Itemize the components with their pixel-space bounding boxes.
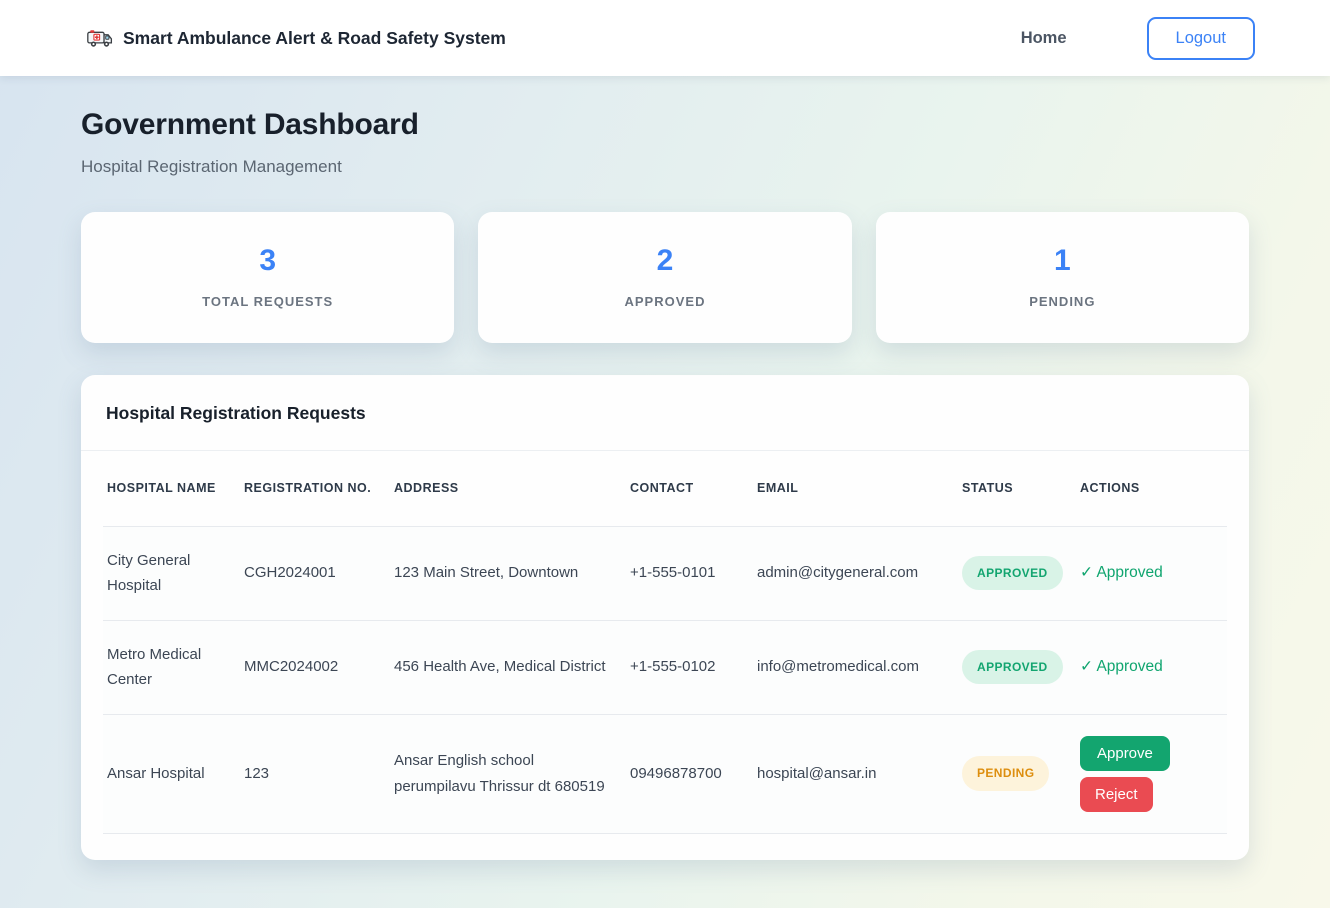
cell-status: APPROVED (958, 620, 1076, 715)
brand-title: Smart Ambulance Alert & Road Safety Syst… (123, 27, 506, 48)
action-buttons: Approve Reject (1080, 735, 1213, 812)
stats-row: 3 TOTAL REQUESTS 2 APPROVED 1 PENDING (81, 212, 1249, 343)
col-header-registration-no: REGISTRATION NO. (240, 451, 390, 527)
cell-address: Ansar English school perumpilavu Thrissu… (390, 714, 626, 834)
cell-hospital-name: Metro Medical Center (103, 620, 240, 715)
cell-actions: ✓ Approved (1076, 526, 1227, 621)
cell-address: 123 Main Street, Downtown (390, 526, 626, 621)
hospital-requests-panel: Hospital Registration Requests HOSPITAL … (81, 375, 1249, 860)
cell-registration-no: 123 (240, 714, 390, 834)
col-header-email: EMAIL (753, 451, 958, 527)
col-header-contact: CONTACT (626, 451, 753, 527)
stat-label-total: TOTAL REQUESTS (202, 294, 334, 309)
page-subtitle: Hospital Registration Management (81, 157, 342, 176)
col-header-status: STATUS (958, 451, 1076, 527)
main-content: Government Dashboard Hospital Registrati… (81, 108, 1249, 860)
table-header-row: HOSPITAL NAME REGISTRATION NO. ADDRESS C… (103, 451, 1227, 527)
cell-registration-no: MMC2024002 (240, 620, 390, 715)
nav-home-link[interactable]: Home (1020, 28, 1067, 47)
stat-card-pending: 1 PENDING (875, 212, 1249, 343)
stat-card-approved: 2 APPROVED (478, 212, 852, 343)
cell-email: admin@citygeneral.com (753, 526, 958, 621)
cell-address: 456 Health Ave, Medical District (390, 620, 626, 715)
status-badge: PENDING (962, 756, 1050, 791)
stat-card-total-requests: 3 TOTAL REQUESTS (81, 212, 455, 343)
status-badge: APPROVED (962, 555, 1063, 591)
requests-table-wrapper: HOSPITAL NAME REGISTRATION NO. ADDRESS C… (81, 451, 1249, 834)
top-nav-links: Home Logout (1020, 16, 1255, 60)
cell-contact: 09496878700 (626, 714, 753, 834)
cell-actions: Approve Reject (1076, 714, 1227, 834)
approved-check-text: ✓ Approved (1080, 563, 1163, 581)
cell-email: hospital@ansar.in (753, 714, 958, 834)
brand: Smart Ambulance Alert & Road Safety Syst… (87, 25, 506, 51)
cell-contact: +1-555-0102 (626, 620, 753, 715)
stat-label-approved: APPROVED (624, 294, 706, 309)
table-row: City General Hospital CGH2024001 123 Mai… (103, 526, 1227, 621)
table-row: Metro Medical Center MMC2024002 456 Heal… (103, 620, 1227, 715)
logout-button[interactable]: Logout (1146, 16, 1255, 60)
col-header-address: ADDRESS (390, 451, 626, 527)
approved-check-text: ✓ Approved (1080, 657, 1163, 675)
stat-value-pending: 1 (1053, 244, 1071, 277)
cell-actions: ✓ Approved (1076, 620, 1227, 715)
cell-contact: +1-555-0101 (626, 526, 753, 621)
cell-hospital-name: Ansar Hospital (103, 714, 240, 834)
cell-status: APPROVED (958, 526, 1076, 621)
panel-title: Hospital Registration Requests (81, 375, 1249, 451)
table-row: Ansar Hospital 123 Ansar English school … (103, 714, 1227, 834)
stat-value-total: 3 (259, 244, 276, 277)
page-title: Government Dashboard (81, 108, 419, 141)
approve-button[interactable]: Approve (1080, 735, 1170, 771)
top-navigation-bar: Smart Ambulance Alert & Road Safety Syst… (0, 0, 1330, 76)
col-header-hospital-name: HOSPITAL NAME (103, 451, 240, 527)
requests-table: HOSPITAL NAME REGISTRATION NO. ADDRESS C… (103, 451, 1227, 834)
status-badge: APPROVED (962, 649, 1063, 685)
stat-label-pending: PENDING (1029, 294, 1096, 309)
cell-status: PENDING (958, 714, 1076, 834)
cell-email: info@metromedical.com (753, 620, 958, 715)
reject-button[interactable]: Reject (1080, 776, 1153, 812)
stat-value-approved: 2 (656, 244, 674, 277)
col-header-actions: ACTIONS (1076, 451, 1227, 527)
cell-registration-no: CGH2024001 (240, 526, 390, 621)
cell-hospital-name: City General Hospital (103, 526, 240, 621)
ambulance-icon (87, 25, 113, 51)
